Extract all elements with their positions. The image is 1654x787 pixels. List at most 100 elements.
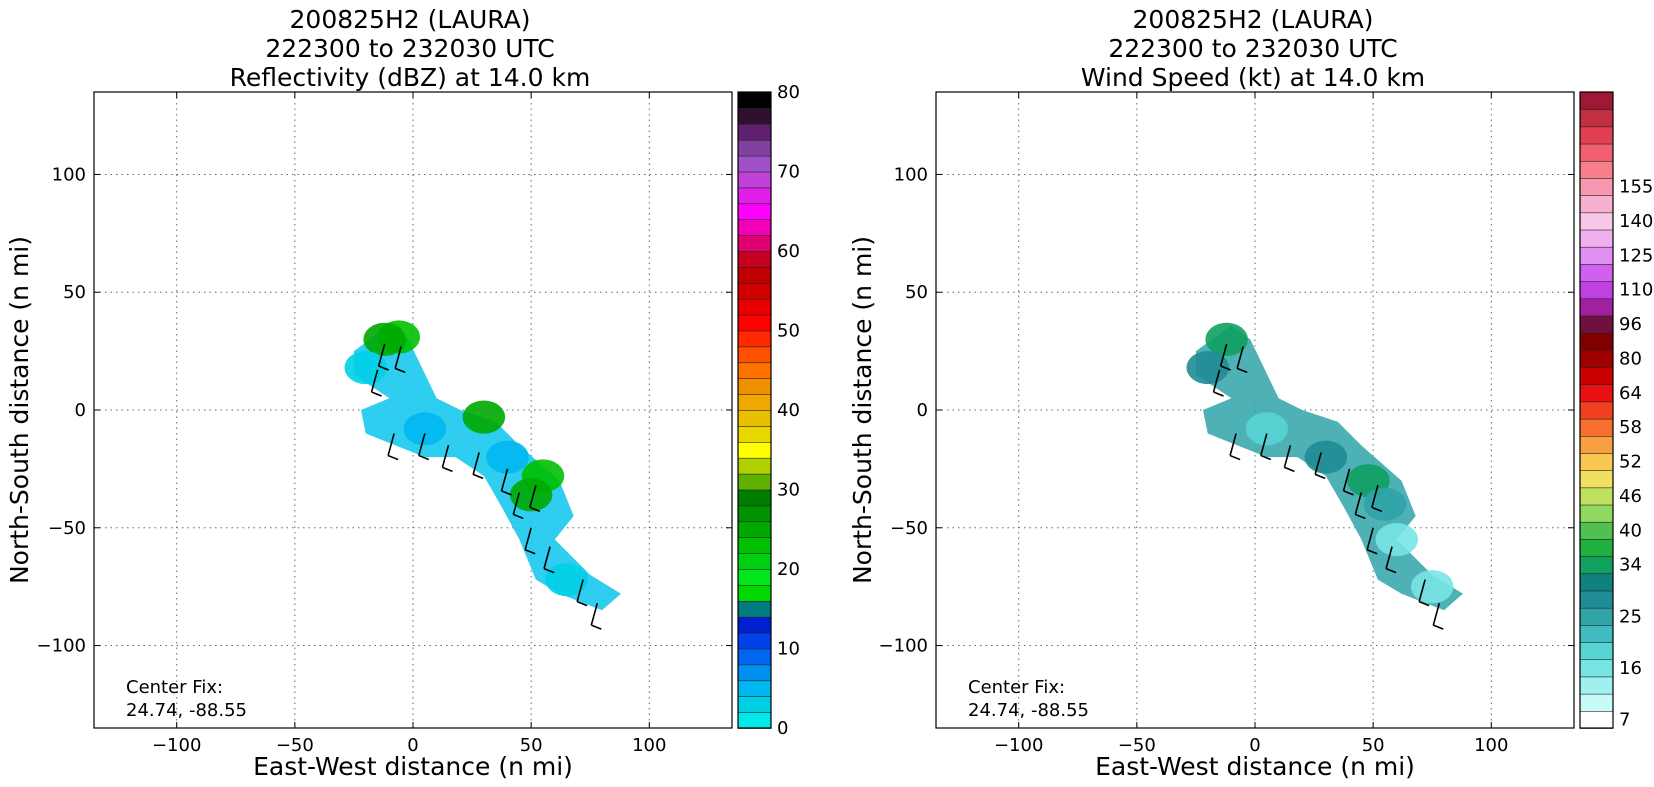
wind-barb-flag xyxy=(418,454,430,461)
y-tick-label: 100 xyxy=(894,164,928,185)
wind-barb-flag xyxy=(501,490,512,496)
colorbar-segment xyxy=(737,552,772,570)
field-cell xyxy=(486,440,529,474)
colorbar-tick-label: 60 xyxy=(777,241,800,262)
x-tick-label: 0 xyxy=(1249,735,1260,756)
colorbar-segment xyxy=(1579,555,1614,575)
y-tick-label: −50 xyxy=(890,518,928,539)
center-fix-value: 24.74, -88.55 xyxy=(126,700,247,721)
field-cell xyxy=(1304,440,1348,474)
wind-barb-staff xyxy=(1283,445,1292,468)
colorbar-segment xyxy=(737,218,772,236)
y-tick-label: 0 xyxy=(75,400,86,421)
colorbar-segment xyxy=(1579,349,1614,368)
colorbar-tick-label: 58 xyxy=(1619,417,1642,438)
x-axis-label: East-West distance (n mi) xyxy=(253,752,573,781)
colorbar-segment xyxy=(1579,332,1614,351)
colorbar-tick-label: 40 xyxy=(1619,520,1642,541)
colorbar-segment xyxy=(1579,315,1614,334)
colorbar-segment xyxy=(1579,246,1614,265)
wind-barb-flag xyxy=(576,600,588,607)
y-tick-label: −100 xyxy=(879,636,928,657)
colorbar-tick-label: 10 xyxy=(777,639,800,660)
colorbar-segment xyxy=(737,632,772,650)
wind-barb-flag xyxy=(1284,466,1295,473)
colorbar-segment xyxy=(1579,126,1614,145)
colorbar-segment xyxy=(1579,177,1614,196)
wind-barb-staff xyxy=(543,546,551,569)
field-cell xyxy=(545,563,588,597)
wind-speed-plot-area: −100 −50 0 50 100 −100 −50 0 50 100 xyxy=(879,91,1575,756)
x-tick-label: −100 xyxy=(152,735,201,756)
wind-speed-patches xyxy=(1186,322,1463,630)
x-tick-label: 50 xyxy=(520,735,543,756)
wind-barb-staff xyxy=(1219,343,1228,367)
colorbar-segment xyxy=(737,107,772,125)
colorbar-segment xyxy=(1579,693,1614,712)
wind-barb-staff xyxy=(1418,579,1426,602)
wind-barb-flag xyxy=(1366,549,1378,555)
colorbar-segment xyxy=(737,393,772,411)
colorbar-segment xyxy=(1579,366,1614,386)
colorbar-segment xyxy=(737,473,772,491)
reflectivity-colorbar: 0 10 20 30 40 50 60 70 80 xyxy=(737,82,800,739)
colorbar-segment xyxy=(1579,572,1614,592)
y-tick-label: −100 xyxy=(37,636,86,657)
wind-barb-staff xyxy=(1236,346,1244,369)
colorbar-segment xyxy=(737,711,772,729)
colorbar-tick-label: 46 xyxy=(1619,486,1642,507)
wind-barb-staff xyxy=(529,485,537,508)
wind-barb-flag xyxy=(1314,473,1326,480)
wind-barb-flag xyxy=(1236,367,1248,374)
x-tick-label: −50 xyxy=(1118,735,1156,756)
wind-barb-staff xyxy=(576,579,584,602)
colorbar-tick-label: 40 xyxy=(777,400,800,421)
x-tick-label: 100 xyxy=(1474,735,1508,756)
center-fix-label: Center Fix: xyxy=(968,677,1065,698)
colorbar-segment xyxy=(737,505,772,523)
wind-barb-flag xyxy=(543,567,555,574)
field-cell xyxy=(1205,322,1248,356)
colorbar-segment xyxy=(737,584,772,602)
wind-barb-flag xyxy=(1343,490,1354,496)
colorbar-segment xyxy=(737,139,772,157)
colorbar-segment xyxy=(737,330,772,348)
wind-barb-staff xyxy=(1366,527,1374,550)
colorbar-segment xyxy=(737,187,772,205)
colorbar-tick-label: 34 xyxy=(1619,555,1642,576)
field-swath xyxy=(353,325,621,611)
colorbar-tick-label: 7 xyxy=(1619,709,1630,730)
wind-barb-flag xyxy=(472,473,484,480)
colorbar-segment xyxy=(1579,521,1614,540)
colorbar-segment xyxy=(737,298,772,316)
colorbar-segment xyxy=(1579,297,1614,317)
wind-barb-staff xyxy=(1260,433,1268,456)
colorbar-segment xyxy=(737,361,772,379)
colorbar-segment xyxy=(1579,418,1614,437)
wind-barb-flag xyxy=(524,549,536,555)
colorbar-segment xyxy=(737,250,772,268)
wind-barb-staff xyxy=(387,433,395,456)
wind-barb-staff xyxy=(1229,433,1237,456)
colorbar-segment xyxy=(737,203,772,221)
colorbar-segment xyxy=(737,282,772,300)
wind-speed-panel: 200825H2 (LAURA) 222300 to 232030 UTC Wi… xyxy=(848,5,1653,781)
colorbar-segment xyxy=(737,536,772,554)
wind-barb-flag xyxy=(1418,600,1430,607)
wind-barb-staff xyxy=(1432,602,1441,626)
colorbar-segment xyxy=(737,123,772,141)
wind-barb-flag xyxy=(394,367,406,374)
wind-barb-flag xyxy=(1229,454,1241,461)
colorbar-segment xyxy=(1579,212,1614,231)
wind-barb-staff xyxy=(394,346,402,369)
colorbar-tick-label: 0 xyxy=(777,718,788,739)
wind-barb-staff xyxy=(500,468,509,492)
wind-barb-flag xyxy=(371,391,382,397)
colorbar-segment xyxy=(737,409,772,427)
wind-barb-staff xyxy=(1342,468,1351,492)
chart-title-line-1: 200825H2 (LAURA) xyxy=(290,5,531,34)
colorbar-segment xyxy=(1579,108,1614,128)
colorbar-segment xyxy=(1579,194,1614,214)
wind-barb-staff xyxy=(370,369,379,393)
